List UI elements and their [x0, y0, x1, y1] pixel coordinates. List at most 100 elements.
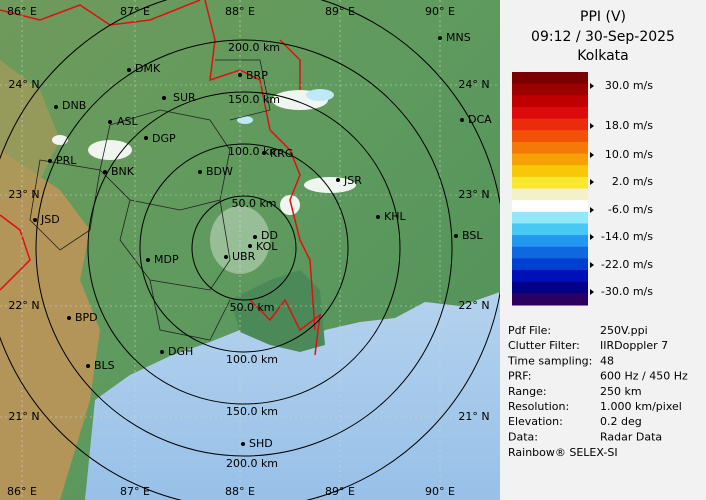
city-label: SUR: [173, 91, 196, 104]
scale-tick: [590, 152, 594, 158]
info-value: IIRDoppler 7: [600, 339, 668, 352]
scale-band: [512, 72, 588, 85]
districts: [29, 59, 271, 341]
range-label: 50.0 km: [231, 197, 276, 210]
plateau: [0, 150, 100, 500]
radar-echoes-blue: [237, 89, 334, 124]
lon-label: 90° E: [425, 5, 455, 18]
scale-tick: [590, 234, 594, 240]
city-label: ASL: [117, 115, 139, 128]
range-label: 50.0 km: [229, 301, 274, 314]
range-rings: 50.0 km 100.0 km 150.0 km 200.0 km 50.0 km 10…: [0, 0, 500, 500]
info-key: Data:: [508, 430, 538, 443]
city-labels: MNS DMK BRP DNB SUR ASL DGP DCA KRG PRL …: [40, 31, 492, 450]
scale-tick: [590, 179, 594, 185]
info-key: Resolution:: [508, 400, 569, 413]
scale-tick: [590, 83, 594, 89]
title: PPI (V): [580, 9, 626, 25]
scale-label: 10.0 m/s: [605, 148, 653, 161]
scale-band: [512, 106, 588, 120]
scale-band: [512, 176, 588, 189]
city-label: BDW: [206, 165, 233, 178]
lat-label: 23° N: [458, 188, 489, 201]
range-label: 200.0 km: [228, 41, 280, 54]
scale-band: [512, 95, 588, 108]
scale-band: [512, 270, 588, 283]
info-key: Pdf File:: [508, 324, 551, 337]
scale-label: -22.0 m/s: [601, 258, 653, 271]
scale-band: [512, 141, 588, 155]
info-value: 250 km: [600, 385, 642, 398]
lat-label: 24° N: [458, 78, 489, 91]
station: Kolkata: [577, 48, 628, 64]
info-value: 48: [600, 354, 614, 367]
city-label: MNS: [446, 31, 471, 44]
lon-label: 88° E: [225, 485, 255, 498]
city-label: JSD: [40, 213, 60, 226]
city-label: DD: [261, 229, 278, 242]
scale-label: -6.0 m/s: [608, 203, 653, 216]
info-key: Time sampling:: [507, 354, 592, 367]
lat-label: 24° N: [8, 78, 39, 91]
lat-label: 22° N: [458, 299, 489, 312]
scale-band: [512, 211, 588, 224]
info-table: Pdf File: 250V.ppi Clutter Filter: IIRDoppl…: [507, 324, 688, 443]
city-label: KRG: [270, 147, 293, 160]
map: 50.0 km 100.0 km 150.0 km 200.0 km 50.0 km 10…: [0, 0, 500, 500]
range-label: 100.0 km: [228, 145, 280, 158]
city-label: BRP: [246, 69, 268, 82]
scale-band: [512, 293, 588, 306]
info-value: 250V.ppi: [600, 324, 648, 337]
hills: [0, 60, 60, 200]
city-label: BPD: [75, 311, 98, 324]
lat-label: 23° N: [8, 188, 39, 201]
city-label: DMK: [135, 62, 161, 75]
city-label: BSL: [462, 229, 483, 242]
range-label: 150.0 km: [228, 93, 280, 106]
range-label: 150.0 km: [226, 405, 278, 418]
city-label: KHL: [384, 210, 406, 223]
lon-label: 89° E: [325, 5, 355, 18]
city-label: PRL: [56, 154, 77, 167]
city-label: KOL: [256, 240, 278, 253]
scale-band: [512, 118, 588, 131]
city-label: UBR: [232, 250, 256, 263]
borders: [0, 0, 321, 356]
coordinate-labels: 86° E 86° E 87° E 87° E 88° E 88° E 89° E 89° E…: [7, 5, 490, 498]
lon-label: 90° E: [425, 485, 455, 498]
lon-label: 86° E: [7, 485, 37, 498]
scale-band: [512, 83, 588, 96]
city-label: BNK: [111, 165, 135, 178]
time: 09:12 / 30-Sep-2025: [531, 29, 675, 45]
range-ring: [35, 39, 453, 457]
lat-label: 21° N: [8, 410, 39, 423]
graticule: [0, 0, 500, 500]
range-ring: [87, 91, 401, 405]
scale-band: [512, 153, 588, 166]
scale-band: [512, 258, 588, 271]
info-key: PRF:: [508, 370, 531, 383]
city-dots: [33, 36, 464, 446]
footer: Rainbow® SELEX-SI: [508, 446, 618, 459]
info-value: 1.000 km/pixel: [600, 400, 682, 413]
scale-tick: [590, 207, 594, 213]
city-label: MDP: [154, 253, 179, 266]
scale-band: [512, 246, 588, 259]
city-label: DGH: [168, 345, 193, 358]
scale-tick: [590, 262, 594, 268]
range-label: 100.0 km: [226, 353, 278, 366]
city-label: DNB: [62, 99, 86, 112]
city-label: BLS: [94, 359, 115, 372]
city-label: JSR: [343, 174, 362, 187]
scale-label: -14.0 m/s: [601, 230, 653, 243]
lat-label: 22° N: [8, 299, 39, 312]
scale-tick: [590, 289, 594, 295]
scale-band: [512, 188, 588, 201]
info-value: Radar Data: [600, 430, 662, 443]
scale-label: 18.0 m/s: [605, 119, 653, 132]
info-key: Range:: [508, 385, 547, 398]
lon-label: 87° E: [120, 5, 150, 18]
range-ring: [191, 195, 297, 301]
color-scale: 30.0 m/s 18.0 m/s 10.0 m/s 2.0 m/s -6.0 m/s -…: [512, 72, 653, 306]
